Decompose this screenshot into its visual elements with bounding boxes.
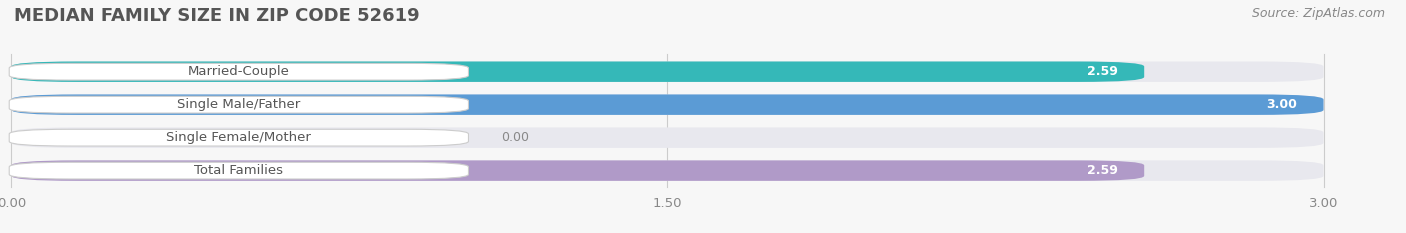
FancyBboxPatch shape xyxy=(11,160,1323,181)
Text: Married-Couple: Married-Couple xyxy=(188,65,290,78)
FancyBboxPatch shape xyxy=(10,63,468,80)
FancyBboxPatch shape xyxy=(11,160,1144,181)
FancyBboxPatch shape xyxy=(10,96,468,113)
Text: 2.59: 2.59 xyxy=(1087,65,1118,78)
FancyBboxPatch shape xyxy=(11,62,1144,82)
Text: Source: ZipAtlas.com: Source: ZipAtlas.com xyxy=(1251,7,1385,20)
Text: 2.59: 2.59 xyxy=(1087,164,1118,177)
FancyBboxPatch shape xyxy=(11,94,1323,115)
FancyBboxPatch shape xyxy=(10,129,468,146)
Text: MEDIAN FAMILY SIZE IN ZIP CODE 52619: MEDIAN FAMILY SIZE IN ZIP CODE 52619 xyxy=(14,7,419,25)
FancyBboxPatch shape xyxy=(11,62,1323,82)
Text: Total Families: Total Families xyxy=(194,164,284,177)
FancyBboxPatch shape xyxy=(11,94,1323,115)
Text: Single Female/Mother: Single Female/Mother xyxy=(166,131,311,144)
Text: Single Male/Father: Single Male/Father xyxy=(177,98,301,111)
Text: 3.00: 3.00 xyxy=(1267,98,1298,111)
Text: 0.00: 0.00 xyxy=(502,131,529,144)
FancyBboxPatch shape xyxy=(11,127,1323,148)
FancyBboxPatch shape xyxy=(10,162,468,179)
